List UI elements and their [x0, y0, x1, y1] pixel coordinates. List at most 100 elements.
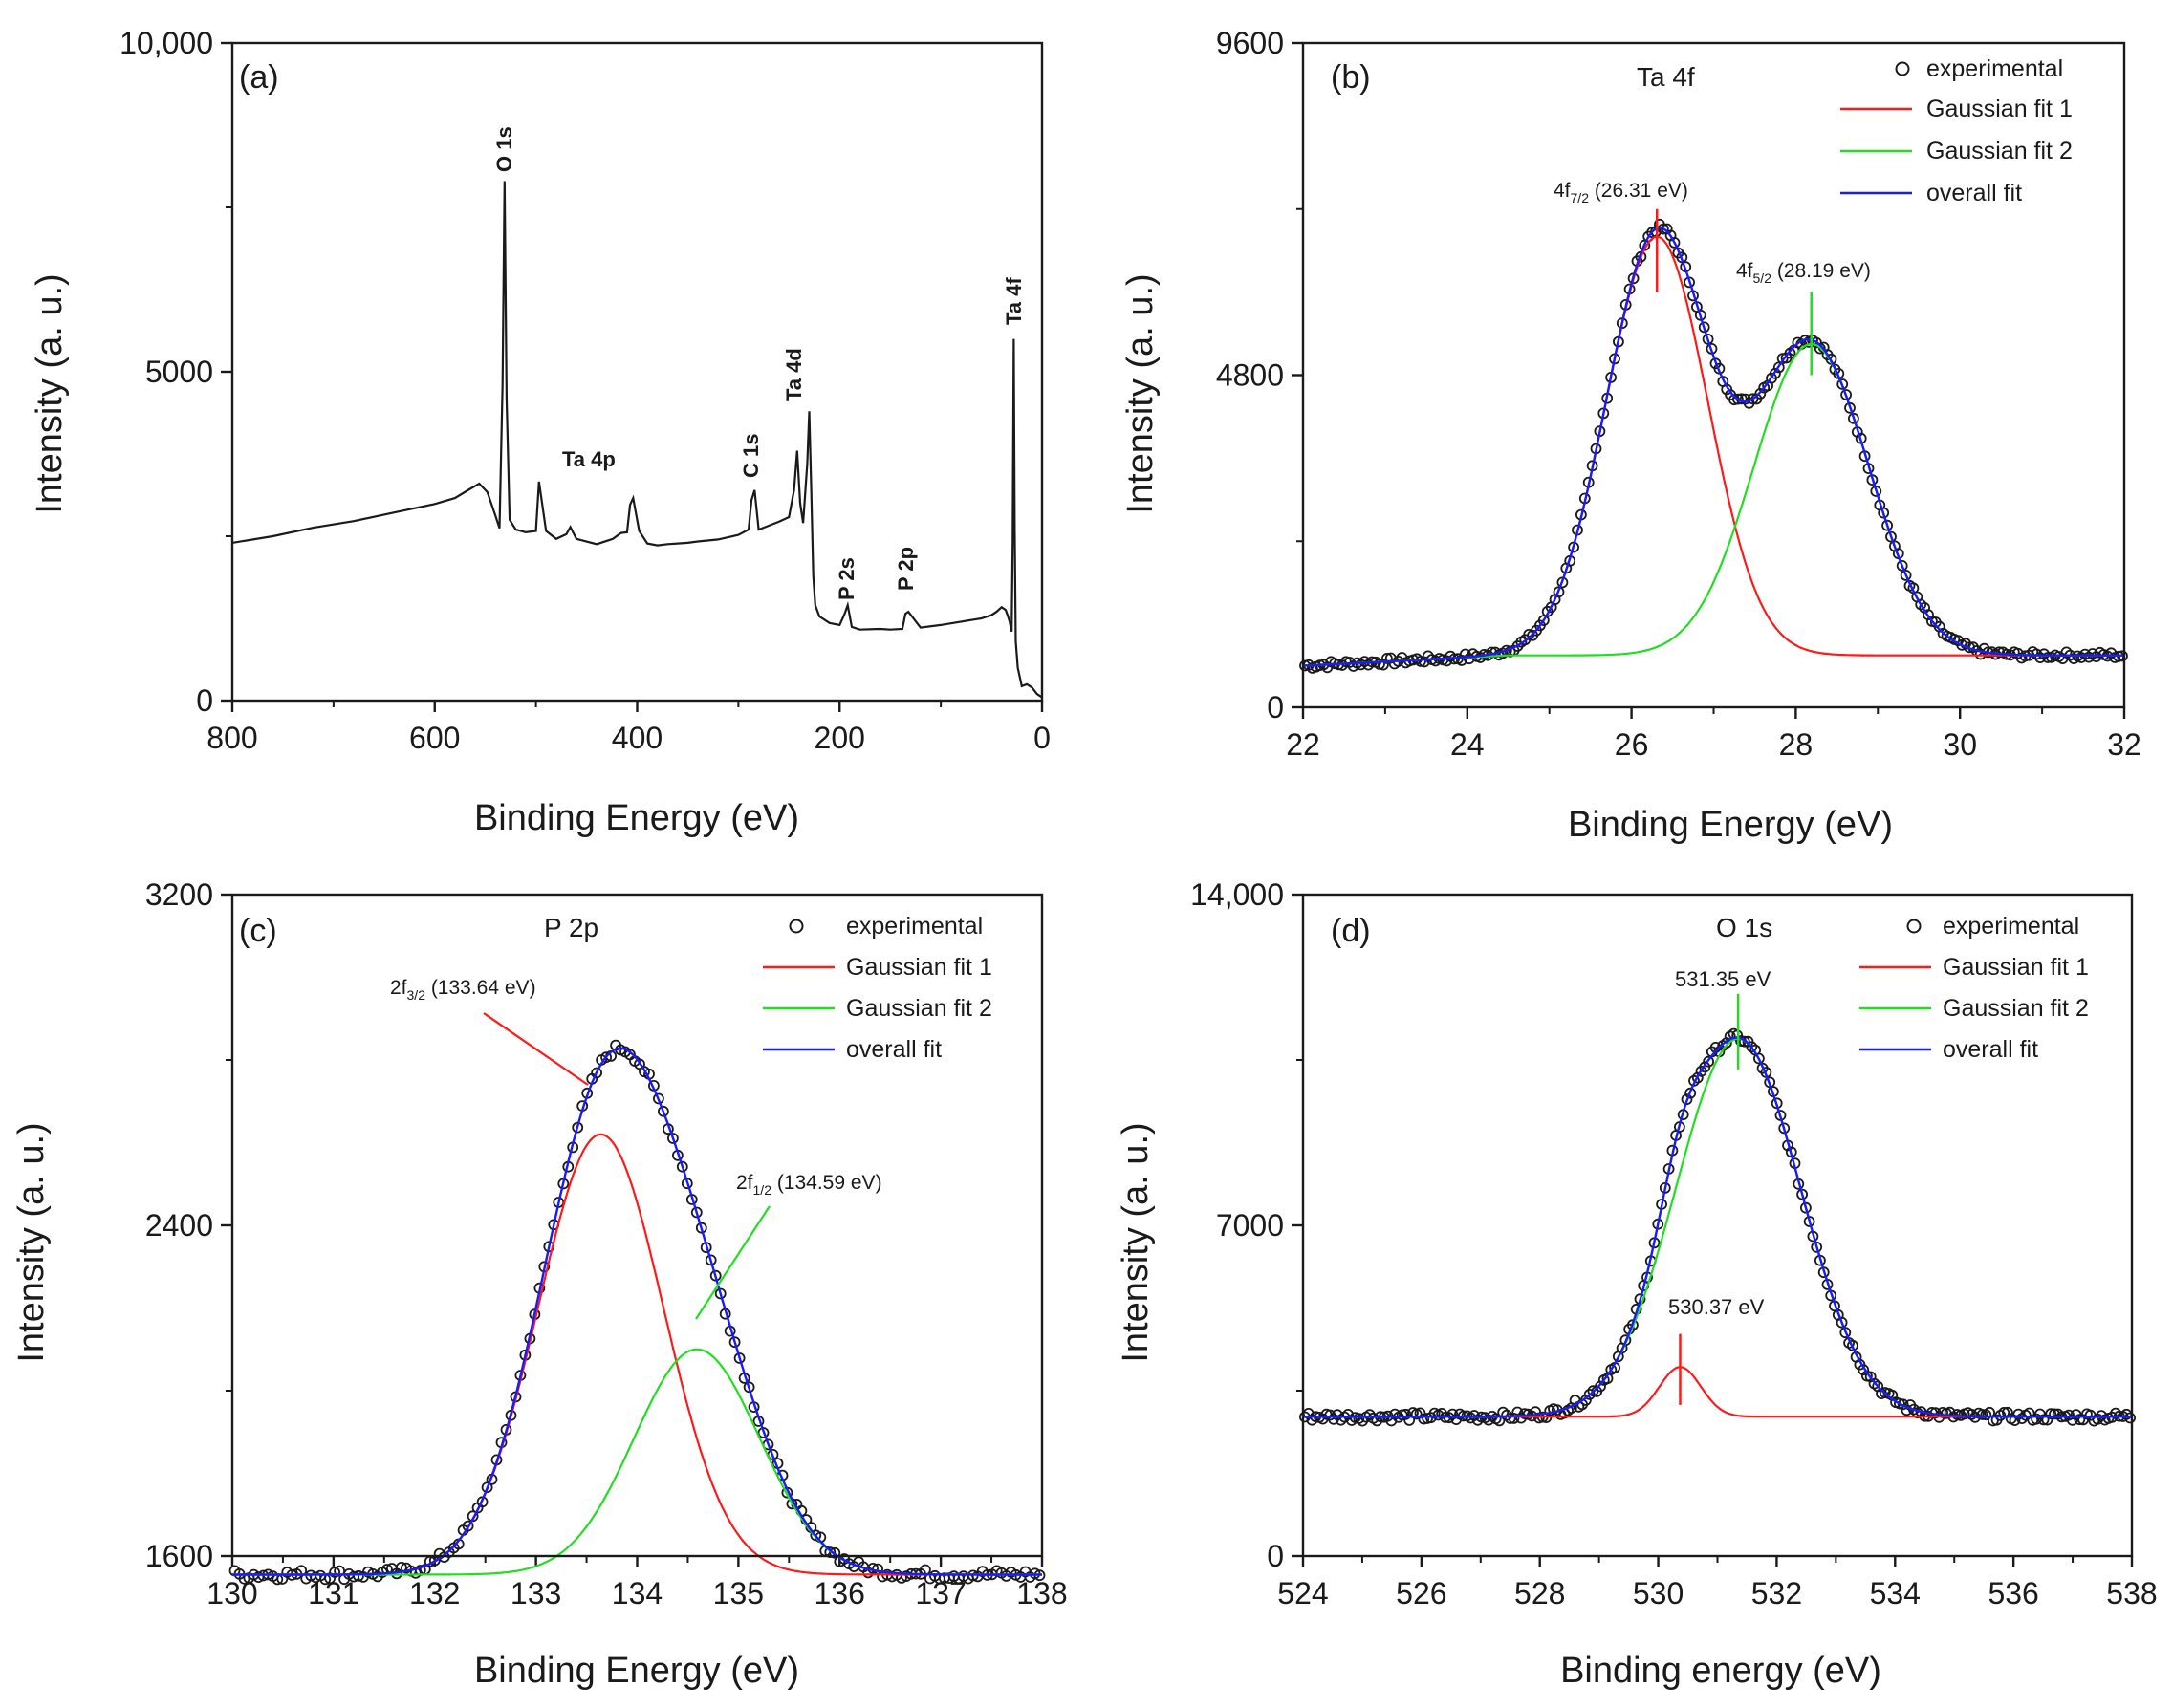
- x-tick-label: 138: [1016, 1576, 1067, 1611]
- experimental-point: [829, 1546, 841, 1559]
- x-tick-label: 134: [612, 1576, 663, 1611]
- panel-d-x-axis-label: Binding energy (eV): [1560, 1651, 1881, 1691]
- panel-c-overall-fit-line: [232, 1047, 1042, 1576]
- panel-c-spectrum-title: P 2p: [544, 913, 598, 942]
- experimental-point: [2124, 1412, 2137, 1424]
- y-tick-label: 0: [1267, 1539, 1284, 1573]
- x-tick-label: 526: [1396, 1576, 1446, 1611]
- x-tick-label: 538: [2106, 1576, 2157, 1611]
- experimental-point: [1363, 1409, 1376, 1421]
- y-tick-label: 10,000: [120, 26, 213, 60]
- experimental-point: [1974, 648, 1987, 660]
- panel-d-overall-fit-line: [1303, 1036, 2132, 1418]
- panel-c-x-axis-label: Binding Energy (eV): [474, 1651, 799, 1691]
- legend-experimental-marker: [1895, 61, 1910, 76]
- experimental-point: [1595, 1380, 1606, 1393]
- experimental-point: [1504, 1413, 1516, 1424]
- experimental-point: [1691, 1071, 1704, 1084]
- panel-b-label: (b): [1331, 59, 1371, 96]
- experimental-point: [2041, 1414, 2053, 1426]
- panel-c-legend: experimental Gaussian fit 1 Gaussian fit…: [763, 913, 992, 1063]
- experimental-point: [1419, 656, 1430, 668]
- x-tick-label: 534: [1870, 1576, 1921, 1611]
- experimental-point: [1847, 1339, 1858, 1351]
- experimental-point: [2016, 1413, 2028, 1424]
- experimental-point: [2049, 1408, 2060, 1420]
- experimental-point: [591, 1067, 602, 1079]
- x-tick-label: 400: [612, 721, 663, 755]
- x-tick-label: 30: [1943, 727, 1977, 762]
- experimental-point: [1668, 236, 1681, 249]
- panel-d-annotation-53037: 530.37 eV: [1668, 1295, 1765, 1319]
- experimental-point: [728, 1336, 741, 1349]
- legend-gaussian-1-label: Gaussian fit 1: [846, 954, 992, 981]
- experimental-point: [1747, 393, 1759, 405]
- panel-b-ticks: 22 24 26 28 30 32 0 4800 9600: [1216, 26, 2141, 762]
- panel-a-peak-label-o1s: O 1s: [492, 126, 516, 172]
- y-tick-label: 14,000: [1190, 877, 1284, 912]
- panel-a-peak-label-ta4p: Ta 4p: [562, 447, 616, 471]
- experimental-point: [1336, 659, 1348, 671]
- experimental-point: [1702, 333, 1714, 345]
- x-tick-label: 22: [1286, 727, 1320, 762]
- panel-b-annotation-4f52: 4f5/2 (28.19 eV): [1736, 260, 1871, 286]
- panel-d-ticks: 524 526 528 530 532 534 536 538 0 7000 14,000: [1190, 877, 2158, 1611]
- panel-a-peak-label-ta4d: Ta 4d: [782, 348, 806, 401]
- panel-a-frame: [230, 41, 1044, 703]
- y-tick-label: 5000: [145, 355, 213, 389]
- experimental-point: [1508, 1413, 1520, 1424]
- panel-c-annotation-leader-1: [483, 1012, 589, 1086]
- experimental-point: [1342, 1409, 1354, 1420]
- panel-d-legend: experimental Gaussian fit 1 Gaussian fit…: [1859, 913, 2089, 1063]
- experimental-point: [462, 1520, 474, 1532]
- experimental-point: [658, 1105, 669, 1117]
- experimental-point: [1754, 387, 1767, 400]
- experimental-point: [1684, 1087, 1697, 1099]
- experimental-point: [1703, 1055, 1714, 1068]
- experimental-point: [733, 1352, 746, 1364]
- experimental-point: [1848, 412, 1859, 424]
- experimental-point: [1836, 1316, 1848, 1329]
- experimental-point: [1976, 1409, 1988, 1420]
- x-tick-label: 28: [1779, 727, 1814, 762]
- experimental-point: [2092, 1413, 2104, 1425]
- experimental-point: [1738, 1035, 1750, 1048]
- experimental-point: [1993, 646, 2006, 659]
- panel-c-frame: [230, 893, 1044, 1558]
- experimental-point: [1732, 393, 1744, 405]
- panel-b-frame: [1301, 41, 2126, 709]
- x-tick-label: 200: [815, 721, 865, 755]
- panel-b-annotation-4f72: 4f7/2 (26.31 eV): [1554, 180, 1688, 205]
- experimental-point: [1770, 367, 1781, 379]
- experimental-point: [1456, 655, 1467, 666]
- panel-c-label: (c): [239, 913, 277, 949]
- experimental-point: [1306, 1414, 1318, 1426]
- panel-c-annotation-leader-2: [695, 1205, 771, 1320]
- panel-a-survey-line: [231, 181, 1043, 699]
- experimental-point: [1878, 507, 1890, 519]
- experimental-point: [1796, 1188, 1808, 1200]
- panel-a-peak-label-p2p: P 2p: [894, 547, 918, 591]
- panel-c-y-axis-label: Intensity (a. u.): [11, 1122, 52, 1362]
- experimental-point: [600, 1051, 612, 1064]
- experimental-point: [1414, 1407, 1426, 1419]
- experimental-point: [2082, 651, 2095, 663]
- experimental-point: [1800, 1201, 1812, 1214]
- panel-a-x-axis-label: Binding Energy (eV): [474, 798, 799, 838]
- experimental-point: [1381, 653, 1393, 664]
- experimental-point: [481, 1481, 493, 1494]
- legend-experimental-label: experimental: [1943, 913, 2079, 940]
- legend-experimental-marker: [1906, 919, 1922, 934]
- panel-d-label: (d): [1331, 913, 1371, 949]
- panel-a: 800 600 400 200 0 0 5000 10,000 (a) Intensity (…: [30, 26, 1051, 838]
- legend-experimental-label: experimental: [1926, 55, 2063, 82]
- panel-d-peak-markers: [1679, 993, 1740, 1405]
- y-tick-label: 0: [196, 683, 213, 718]
- experimental-point: [2110, 1407, 2121, 1419]
- experimental-point: [1896, 560, 1908, 572]
- legend-gaussian-2-label: Gaussian fit 2: [846, 995, 992, 1022]
- panel-d-frame: [1301, 893, 2134, 1558]
- experimental-point: [1915, 598, 1927, 611]
